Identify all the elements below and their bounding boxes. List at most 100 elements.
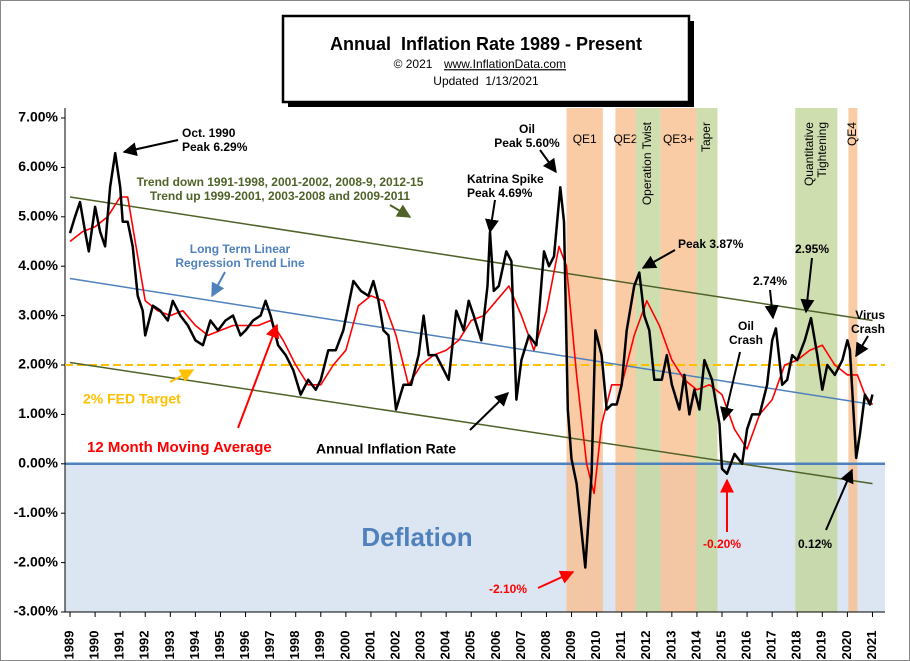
x-tick-label: 2004 — [438, 630, 453, 660]
annotation-arrow — [825, 468, 854, 531]
y-tick-label: 2.00% — [18, 356, 58, 372]
y-tick-label: 4.00% — [18, 257, 58, 273]
x-tick-label: 2015 — [713, 631, 728, 660]
policy-band — [848, 108, 858, 612]
annotation-arrow — [800, 257, 815, 314]
annotation: Oct. 1990 — [182, 126, 236, 140]
annotation: Crash — [851, 322, 885, 336]
x-tick-label: 2002 — [387, 631, 402, 660]
band-label: Tightening — [815, 122, 829, 178]
annotation-arrow — [539, 149, 557, 174]
annotation: -0.20% — [703, 537, 741, 551]
copyright: © 2021 — [394, 57, 433, 71]
x-tick-label: 2011 — [613, 631, 628, 659]
annotation: 2.74% — [753, 274, 787, 288]
x-tick-label: 1989 — [61, 631, 76, 660]
x-tick-label: 2010 — [588, 631, 603, 660]
x-tick-label: 1994 — [187, 630, 202, 660]
annotation: Long Term Linear — [190, 242, 291, 256]
y-tick-label: 5.00% — [18, 208, 58, 224]
annotation: Peak 3.87% — [678, 237, 744, 251]
annotation: Annual Inflation Rate — [316, 441, 456, 457]
x-tick-label: 1990 — [87, 631, 102, 660]
x-tick-label: 1997 — [262, 631, 277, 660]
annotation: Oil — [738, 319, 754, 333]
website: www.InflationData.com — [443, 57, 566, 71]
y-tick-label: 0.00% — [18, 455, 58, 471]
plot-area: Deflation QE1 QE2 Operation Twist QE3+ Taper Q… — [14, 108, 885, 659]
deflation-region — [65, 463, 885, 612]
y-tick-label: 3.00% — [18, 306, 58, 322]
x-tick-label: 2006 — [488, 631, 503, 660]
y-tick-label: 1.00% — [18, 405, 58, 421]
annotation-arrow — [764, 289, 779, 320]
x-tick-label: 1996 — [237, 631, 252, 660]
x-tick-label: 1992 — [137, 631, 152, 660]
band-label: Taper — [699, 122, 713, 152]
policy-band — [615, 108, 636, 612]
annotation: 12 Month Moving Average — [87, 439, 272, 456]
band-label: QE2 — [613, 132, 637, 146]
x-tick-label: 2000 — [337, 631, 352, 660]
x-tick-label: 2008 — [538, 631, 553, 660]
y-tick-label: 6.00% — [18, 158, 58, 174]
annotation-arrow — [641, 249, 676, 269]
x-tick-label: 2014 — [688, 630, 703, 660]
annotation-arrow — [122, 139, 179, 157]
annotation: 2.95% — [795, 242, 829, 256]
x-tick-label: 1999 — [312, 631, 327, 660]
deflation-label: Deflation — [361, 522, 472, 552]
annotation: Regression Trend Line — [175, 256, 305, 270]
x-tick-label: 2007 — [513, 631, 528, 660]
annotation-arrow — [169, 369, 195, 383]
trend-line — [69, 196, 873, 322]
annotation: Peak 4.69% — [467, 186, 533, 200]
band-label: QE1 — [573, 132, 597, 146]
annotation: Trend down 1991-1998, 2001-2002, 2008-9,… — [137, 175, 424, 189]
annotation-arrow — [485, 199, 499, 234]
annotation-arrow — [211, 271, 226, 298]
annotation: 0.12% — [798, 537, 832, 551]
annotation: Crash — [729, 333, 763, 347]
x-tick-label: 2021 — [864, 631, 879, 660]
x-tick-label: 2017 — [764, 631, 779, 660]
x-tick-label: 1998 — [287, 631, 302, 660]
x-tick-label: 1991 — [112, 631, 127, 660]
annotation-arrow — [720, 351, 741, 422]
annotation: 2% FED Target — [83, 391, 181, 407]
x-tick-label: 2018 — [789, 631, 804, 660]
x-tick-label: 2003 — [413, 631, 428, 660]
chart-title: Annual Inflation Rate 1989 - Present — [330, 34, 642, 54]
annotation: Virus — [855, 308, 885, 322]
x-tick-label: 2016 — [739, 631, 754, 660]
x-tick-label: 2009 — [563, 631, 578, 660]
updated: Updated 1/13/2021 — [433, 74, 539, 88]
annotation: Oil — [519, 122, 535, 136]
band-label: Operation Twist — [640, 121, 654, 205]
annotation-arrow — [237, 323, 280, 429]
band-label: QE4 — [845, 122, 859, 146]
band-label: QE3+ — [663, 132, 694, 146]
x-tick-label: 2019 — [814, 631, 829, 660]
x-tick-label: 2001 — [362, 631, 377, 660]
annotation: Peak 5.60% — [494, 136, 560, 150]
x-tick-label: 1995 — [212, 631, 227, 660]
annotation: Peak 6.29% — [182, 140, 248, 154]
policy-band — [696, 108, 718, 612]
x-tick-label: 2020 — [839, 631, 854, 660]
trend-line — [69, 277, 873, 406]
y-tick-label: -1.00% — [14, 504, 59, 520]
annotation: Trend up 1999-2001, 2003-2008 and 2009-2… — [150, 189, 410, 203]
title-box — [281, 14, 691, 104]
x-tick-label: 1993 — [162, 631, 177, 660]
y-tick-label: -3.00% — [14, 603, 59, 619]
annotation: Katrina Spike — [467, 172, 544, 186]
y-tick-label: -2.00% — [14, 553, 59, 569]
annotation-arrow — [855, 335, 869, 358]
x-tick-label: 2005 — [463, 631, 478, 660]
annotation-arrow — [469, 392, 510, 431]
annotation-arrow — [389, 204, 412, 218]
annotation: -2.10% — [489, 582, 527, 596]
x-tick-label: 2013 — [663, 631, 678, 660]
